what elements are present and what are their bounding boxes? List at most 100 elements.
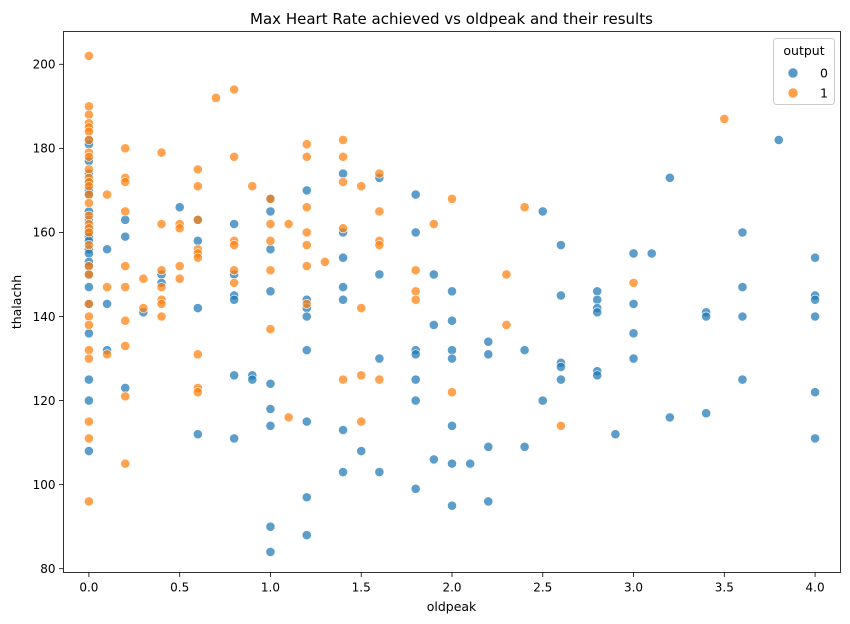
point-output-1 <box>265 235 276 246</box>
legend-box <box>773 38 835 105</box>
point-output-0 <box>265 404 276 414</box>
point-output-0 <box>447 458 457 469</box>
y-tick-label: 120 <box>33 394 56 408</box>
point-output-1 <box>84 311 94 322</box>
point-output-0 <box>428 269 439 280</box>
point-output-0 <box>374 467 385 477</box>
point-output-1 <box>192 214 203 225</box>
point-output-0 <box>192 235 203 246</box>
point-output-1 <box>247 181 258 192</box>
point-output-1 <box>102 282 112 292</box>
point-output-0 <box>447 315 457 326</box>
point-output-1 <box>447 387 457 398</box>
x-tick-label: 3.5 <box>715 581 734 595</box>
x-tick-label: 0.5 <box>170 581 189 595</box>
point-output-1 <box>211 93 221 103</box>
point-output-1 <box>428 219 439 229</box>
point-output-1 <box>120 391 131 402</box>
point-output-1 <box>192 181 203 192</box>
point-output-1 <box>84 496 94 507</box>
point-output-0 <box>428 320 439 330</box>
point-output-0 <box>84 282 94 292</box>
point-output-1 <box>84 345 94 356</box>
point-output-0 <box>229 219 240 229</box>
point-output-1 <box>174 223 185 234</box>
point-output-1 <box>84 151 94 162</box>
x-axis: 0.0 0.5 1.0 1.5 2.0 2.5 3.0 3.5 4.0 <box>79 572 825 595</box>
point-output-1 <box>338 177 348 187</box>
point-output-0 <box>447 500 457 511</box>
point-output-1 <box>301 151 312 162</box>
point-output-0 <box>229 370 240 381</box>
point-output-0 <box>628 298 639 309</box>
point-output-0 <box>465 458 476 469</box>
point-output-1 <box>556 420 566 431</box>
point-output-1 <box>84 126 94 137</box>
point-output-0 <box>447 345 457 356</box>
point-output-0 <box>338 252 348 263</box>
point-output-1 <box>120 261 131 271</box>
point-output-0 <box>592 307 603 318</box>
point-output-1 <box>301 139 312 150</box>
point-output-0 <box>737 227 748 238</box>
point-output-1 <box>229 265 240 276</box>
point-output-1 <box>120 458 131 469</box>
point-output-1 <box>338 151 348 162</box>
point-output-0 <box>374 353 385 364</box>
point-output-0 <box>338 282 348 292</box>
point-output-1 <box>156 311 167 322</box>
point-output-0 <box>628 248 639 259</box>
point-output-1 <box>320 256 330 267</box>
point-output-1 <box>301 240 312 250</box>
legend-marker-0 <box>787 67 799 79</box>
point-output-0 <box>810 252 820 263</box>
x-tick-label: 4.0 <box>806 581 825 595</box>
point-output-1 <box>120 282 131 292</box>
point-output-0 <box>537 395 548 406</box>
point-output-1 <box>265 324 276 335</box>
point-output-1 <box>265 265 276 276</box>
point-output-1 <box>410 286 421 297</box>
point-output-1 <box>156 147 167 158</box>
point-output-0 <box>447 353 457 364</box>
point-output-0 <box>737 311 748 322</box>
point-output-1 <box>84 50 94 61</box>
legend: output 0 1 <box>773 38 835 105</box>
points-layer <box>84 50 820 557</box>
point-output-0 <box>556 362 566 372</box>
point-output-1 <box>374 168 385 179</box>
point-output-1 <box>84 135 94 145</box>
point-output-1 <box>102 349 112 360</box>
point-output-0 <box>447 420 457 431</box>
point-output-0 <box>120 231 131 242</box>
point-output-0 <box>592 370 603 381</box>
point-output-0 <box>229 294 240 305</box>
point-output-0 <box>483 441 494 452</box>
point-output-0 <box>556 240 566 250</box>
point-output-1 <box>519 202 530 213</box>
point-output-0 <box>301 492 312 503</box>
point-output-1 <box>84 181 94 192</box>
point-output-1 <box>283 412 294 423</box>
point-output-0 <box>265 206 276 217</box>
point-output-1 <box>265 193 276 204</box>
point-output-0 <box>301 311 312 322</box>
point-output-0 <box>556 374 566 385</box>
point-output-0 <box>265 286 276 297</box>
point-output-0 <box>338 425 348 435</box>
point-output-1 <box>374 206 385 217</box>
point-output-0 <box>592 286 603 297</box>
point-output-0 <box>664 412 675 423</box>
point-output-0 <box>301 530 312 540</box>
x-tick-label: 3.0 <box>624 581 643 595</box>
point-output-0 <box>265 521 276 532</box>
point-output-1 <box>84 227 94 238</box>
point-output-1 <box>84 433 94 444</box>
point-output-1 <box>356 303 367 313</box>
y-axis: 80 100 120 140 160 180 200 <box>33 58 64 576</box>
point-output-1 <box>102 189 112 200</box>
y-tick-label: 200 <box>33 58 56 72</box>
point-output-1 <box>84 320 94 330</box>
point-output-1 <box>265 219 276 229</box>
legend-title: output <box>783 43 824 58</box>
